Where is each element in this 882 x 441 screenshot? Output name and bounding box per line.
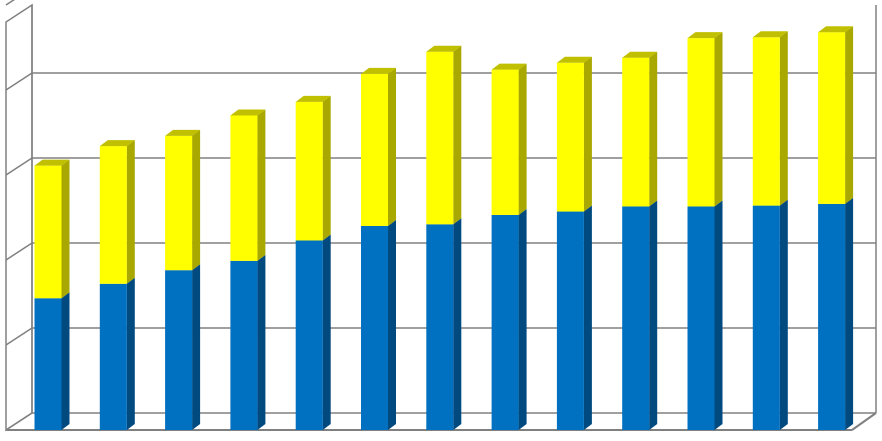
bar-side-s1-11 (714, 200, 723, 430)
bar-side-s2-9 (583, 56, 592, 212)
bar-s2-10 (622, 57, 650, 207)
gridline-depth (5, 72, 33, 91)
bar-side-s1-5 (322, 234, 331, 430)
bar-side-s1-4 (257, 254, 266, 430)
bar-s2-13 (818, 32, 846, 204)
bar-s1-8 (491, 214, 519, 430)
bar-side-s2-5 (322, 95, 331, 241)
bar-side-s1-10 (649, 200, 658, 430)
bar-s1-1 (34, 298, 62, 430)
bar-side-s1-8 (518, 208, 527, 430)
bar-s2-4 (230, 115, 258, 261)
left-wall (5, 3, 33, 432)
bar-s1-11 (687, 206, 715, 430)
bar-top-13 (818, 26, 854, 33)
bar-s1-13 (818, 203, 846, 430)
gridline-depth (5, 0, 16, 6)
bar-top-8 (491, 63, 527, 70)
bar-side-s1-12 (779, 199, 788, 430)
bar-s2-1 (34, 165, 62, 299)
bar-side-s1-1 (61, 292, 70, 430)
bar-s2-11 (687, 38, 715, 207)
bar-top-2 (99, 140, 135, 147)
gridline-depth (5, 327, 33, 346)
bar-side-s2-2 (126, 140, 135, 284)
bar-side-s1-9 (583, 205, 592, 430)
bar-side-s2-3 (192, 129, 201, 271)
gridline-depth (5, 412, 33, 431)
floor-right-edge (851, 412, 877, 431)
bar-s1-6 (361, 226, 388, 430)
gridline-depth (5, 242, 33, 261)
bar-side-s2-6 (388, 67, 396, 226)
bar-s1-2 (99, 283, 127, 430)
bar-s1-7 (426, 224, 454, 430)
bar-s1-9 (556, 211, 584, 430)
bar-side-s2-1 (61, 159, 70, 299)
bar-s2-3 (165, 135, 193, 271)
bar-side-s1-2 (126, 277, 135, 430)
bar-s2-6 (361, 73, 388, 226)
bar-top-7 (426, 45, 462, 52)
bar-side-s2-7 (453, 45, 462, 225)
bar-side-s2-8 (518, 63, 527, 215)
bar-top-5 (295, 95, 331, 102)
bar-s1-12 (752, 205, 780, 430)
gridline-depth (5, 157, 33, 176)
bar-top-6 (361, 67, 396, 74)
bar-top-11 (687, 32, 723, 39)
bar-side-s1-6 (388, 220, 396, 430)
bar-top-3 (165, 129, 201, 136)
bar-side-s2-11 (714, 32, 723, 207)
bar-s1-10 (622, 206, 650, 430)
bar-s2-7 (426, 51, 454, 225)
bar-side-s2-13 (845, 26, 854, 204)
bar-s2-2 (99, 146, 127, 284)
bar-s1-3 (165, 270, 193, 430)
bar-s1-5 (295, 240, 323, 430)
bar-s2-9 (556, 62, 584, 212)
bar-side-s2-4 (257, 109, 266, 261)
bar-top-9 (556, 56, 592, 63)
bar-s2-5 (295, 101, 323, 241)
bar-side-s1-3 (192, 264, 201, 430)
bar-s2-8 (491, 69, 519, 215)
bar-s2-12 (752, 37, 780, 206)
bar-top-1 (34, 159, 70, 166)
bar-s1-4 (230, 260, 258, 430)
bar-side-s1-13 (845, 197, 854, 430)
bar-top-4 (230, 109, 266, 116)
bar-side-s2-12 (779, 31, 788, 206)
bar-side-s2-10 (649, 51, 658, 207)
bar-side-s1-7 (453, 218, 462, 430)
bar-top-10 (622, 51, 658, 58)
bar-top-12 (752, 31, 788, 38)
